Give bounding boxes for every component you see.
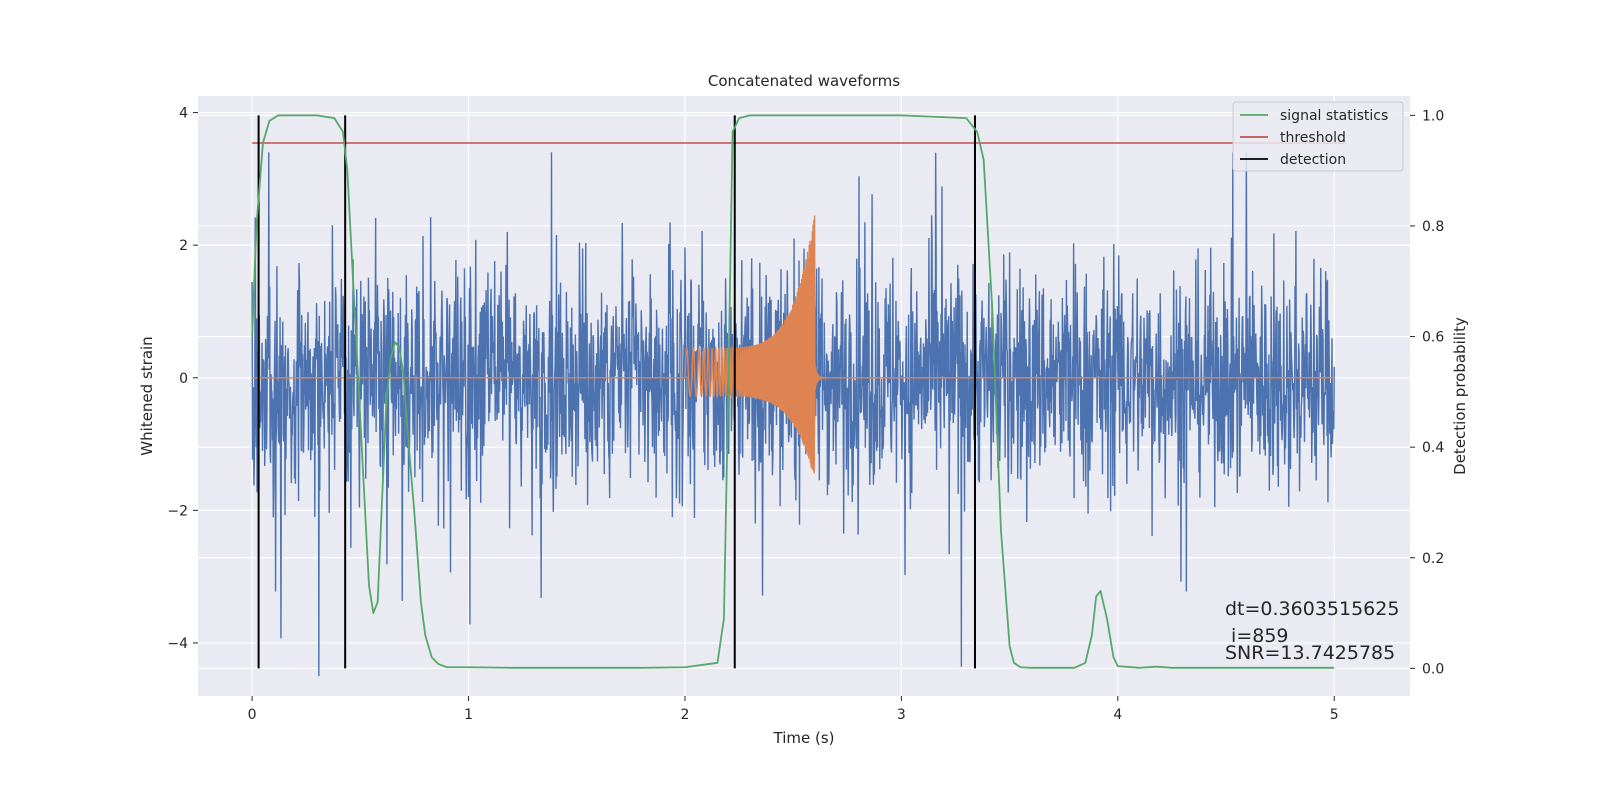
legend-label-detection: detection [1280,152,1346,168]
y2-tick-label: 0.4 [1422,440,1444,456]
series-signal-statistics [251,114,1335,669]
axis-ticks: 0 1 2 3 4 5 −4 −2 0 2 4 0.0 0.2 0.4 0.6 0.8 1.0 [167,106,1444,723]
y-axis-label: Whitened strain [138,336,156,455]
y2-tick-label: 0.8 [1422,219,1444,235]
chart-title: Concatenated waveforms [708,72,900,90]
x-tick-label: 2 [681,707,690,723]
y2-tick-label: 0.2 [1422,551,1444,567]
y2-tick-label: 0.0 [1422,661,1444,677]
x-tick-label: 0 [248,707,257,723]
legend-label-signal-statistics: signal statistics [1280,108,1388,124]
y-tick-label: 0 [179,371,188,387]
y2-tick-label: 1.0 [1422,108,1444,124]
y-tick-label: 2 [179,238,188,254]
y-tick-label: 4 [179,106,188,122]
x-tick-label: 1 [464,707,473,723]
x-tick-label: 3 [897,707,906,723]
annotation-snr: SNR=13.7425785 [1225,642,1395,664]
legend-box [1232,101,1404,172]
annotation-block: dt=0.3603515625 i=859 SNR=13.7425785 [1225,598,1399,664]
legend-label-threshold: threshold [1280,130,1346,146]
annotation-index: i=859 [1225,625,1289,647]
y2-tick-label: 0.6 [1422,330,1444,346]
y-tick-label: −4 [167,636,188,652]
y-tick-label: −2 [167,503,188,519]
series-injected-chirp [252,215,1335,474]
annotation-dt: dt=0.3603515625 [1225,598,1399,620]
y2-axis-label: Detection probability [1451,317,1469,475]
x-axis-label: Time (s) [773,729,835,747]
legend: signal statistics threshold detection [1232,101,1404,172]
plot-series-group [251,114,1346,677]
grid-lines [198,96,1410,696]
x-tick-label: 5 [1330,707,1339,723]
x-tick-label: 4 [1113,707,1122,723]
